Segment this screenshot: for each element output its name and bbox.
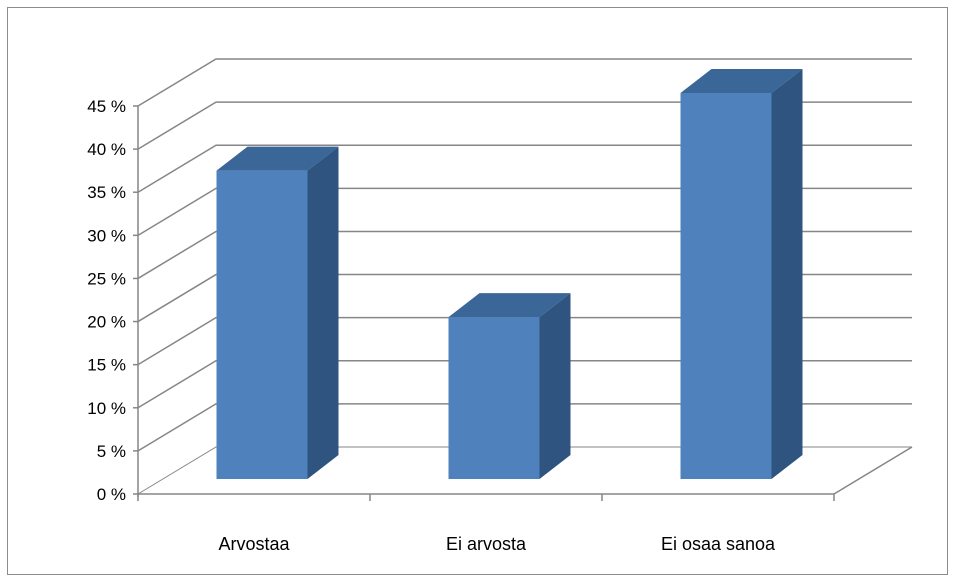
bar-front — [217, 171, 308, 479]
x-category-label: Arvostaa — [218, 534, 290, 554]
bar-side — [772, 69, 803, 479]
bar-side — [540, 293, 571, 479]
labels: 0 % 5 % 10 % 15 % 20 % 25 % 30 % 35 % 40 % 45 % Ar… — [87, 97, 776, 554]
y-tick-label: 35 % — [87, 183, 126, 202]
y-tick-label: 10 % — [87, 399, 126, 418]
y-tick-label: 15 % — [87, 356, 126, 375]
x-category-label: Ei arvosta — [446, 534, 527, 554]
x-category-label: Ei osaa sanoa — [661, 534, 776, 554]
y-tick-label: 45 % — [87, 97, 126, 116]
y-tick-label: 0 % — [97, 485, 126, 504]
y-tick-label: 30 % — [87, 226, 126, 245]
y-tick-label: 5 % — [97, 442, 126, 461]
bar-1 — [217, 147, 339, 479]
bar-front — [681, 93, 772, 479]
y-tick-label: 25 % — [87, 269, 126, 288]
floor-edge — [834, 447, 912, 494]
bar-3 — [681, 69, 803, 479]
y-tick-label: 20 % — [87, 313, 126, 332]
bar-side — [308, 147, 339, 479]
bar-2 — [449, 293, 571, 479]
y-tick-label: 40 % — [87, 140, 126, 159]
bar-front — [449, 317, 540, 479]
